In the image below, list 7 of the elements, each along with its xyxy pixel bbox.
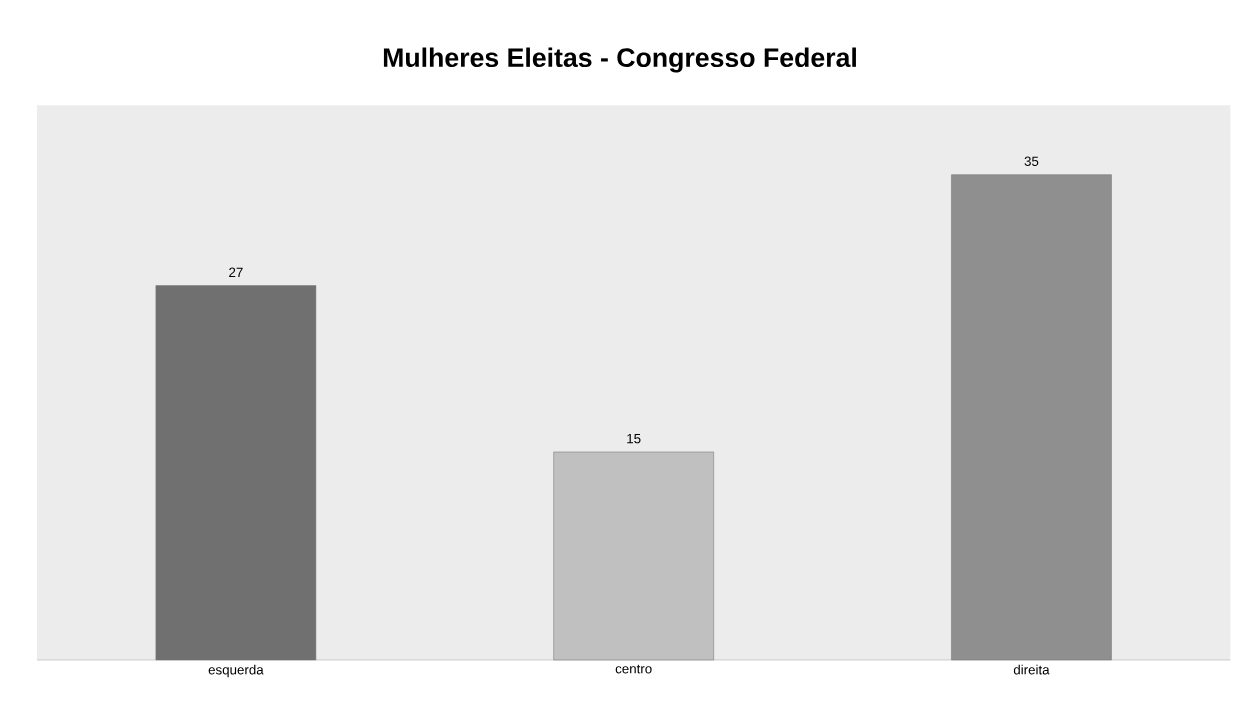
data-label: 27 [229, 267, 243, 277]
data-label: 35 [1024, 156, 1039, 166]
x-tick-label: esquerda [208, 664, 264, 678]
x-tick-label: centro [615, 664, 652, 674]
chart-title: Mulheres Eleitas - Congresso Federal [383, 47, 856, 73]
x-tick-label: direita [1013, 664, 1050, 675]
data-label: 15 [627, 433, 641, 444]
